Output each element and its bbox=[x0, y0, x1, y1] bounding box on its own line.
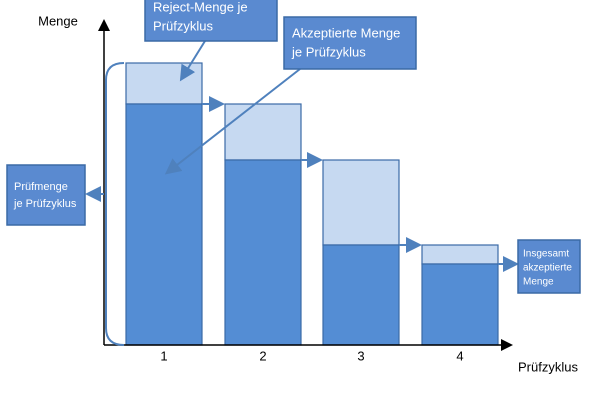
reject-bar bbox=[421, 244, 499, 265]
arrow bbox=[179, 40, 206, 82]
callout-text: Prüfzyklus bbox=[153, 18, 213, 33]
callout-box bbox=[6, 164, 86, 226]
callout-text: Insgesamt bbox=[523, 249, 569, 260]
reject-bar bbox=[322, 159, 400, 246]
y-axis-label: Menge bbox=[38, 13, 78, 28]
accepted-bar bbox=[322, 244, 400, 346]
bars bbox=[125, 62, 499, 346]
callout-box bbox=[283, 16, 417, 70]
reject-bar bbox=[224, 103, 302, 161]
callout-text: je Prüfzyklus bbox=[13, 198, 77, 210]
accepted-bar bbox=[421, 263, 499, 346]
x-axis-label: Prüfzyklus bbox=[518, 359, 578, 374]
callout-box bbox=[517, 239, 581, 294]
callout-text: je Prüfzyklus bbox=[291, 44, 366, 59]
x-tick-label: 4 bbox=[456, 348, 463, 363]
callout-text: Reject-Menge je bbox=[153, 0, 248, 14]
callout-text: Prüfmenge bbox=[14, 181, 68, 193]
callout-text: akzeptierte bbox=[523, 263, 572, 274]
callout-box bbox=[144, 0, 278, 42]
callout-text: Menge bbox=[523, 277, 554, 288]
x-tick-label: 1 bbox=[160, 348, 167, 363]
accepted-bar bbox=[125, 103, 203, 346]
callout-text: Akzeptierte Menge bbox=[292, 25, 400, 40]
x-tick-label: 3 bbox=[357, 348, 364, 363]
arrow bbox=[164, 68, 301, 175]
accepted-bar bbox=[224, 159, 302, 346]
reject-bar bbox=[125, 62, 203, 105]
bracket bbox=[105, 62, 125, 346]
x-tick-label: 2 bbox=[259, 348, 266, 363]
